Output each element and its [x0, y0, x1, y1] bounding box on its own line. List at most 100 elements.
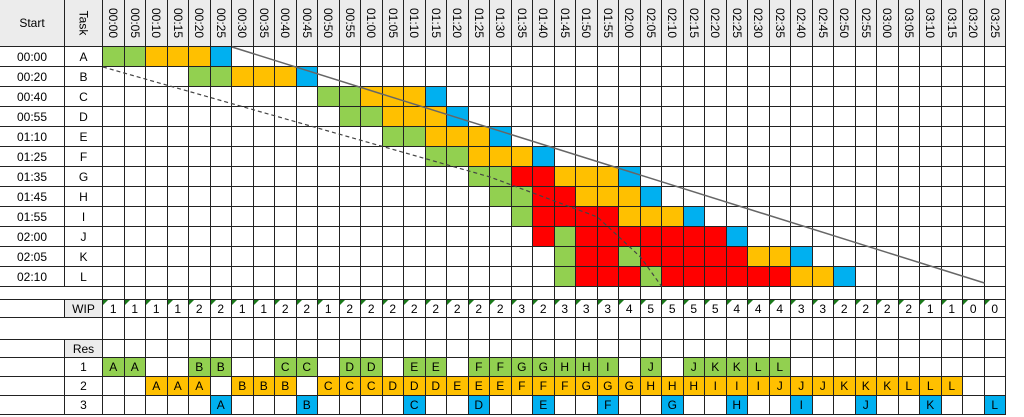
- schedule-cell[interactable]: [769, 47, 791, 67]
- schedule-cell[interactable]: [597, 167, 619, 187]
- schedule-cell[interactable]: [640, 67, 662, 87]
- schedule-cell[interactable]: [189, 167, 211, 187]
- schedule-cell[interactable]: [726, 67, 748, 87]
- blank-cell[interactable]: [167, 287, 189, 300]
- schedule-cell[interactable]: [683, 107, 705, 127]
- time-header[interactable]: 01:45: [554, 0, 576, 47]
- schedule-cell[interactable]: [124, 247, 146, 267]
- schedule-cell[interactable]: [554, 107, 576, 127]
- schedule-cell[interactable]: [253, 227, 275, 247]
- schedule-cell[interactable]: [253, 107, 275, 127]
- schedule-cell[interactable]: [318, 107, 340, 127]
- schedule-cell[interactable]: [468, 267, 490, 287]
- schedule-cell[interactable]: [339, 127, 361, 147]
- schedule-cell[interactable]: [189, 247, 211, 267]
- schedule-cell[interactable]: [662, 247, 684, 267]
- schedule-cell[interactable]: [941, 167, 963, 187]
- schedule-cell[interactable]: [167, 267, 189, 287]
- schedule-cell[interactable]: [769, 227, 791, 247]
- schedule-cell[interactable]: [597, 267, 619, 287]
- schedule-cell[interactable]: [705, 47, 727, 67]
- blank-cell[interactable]: [920, 287, 942, 300]
- schedule-cell[interactable]: [124, 227, 146, 247]
- schedule-cell[interactable]: [318, 267, 340, 287]
- schedule-cell[interactable]: [984, 167, 1006, 187]
- schedule-cell[interactable]: [103, 167, 125, 187]
- schedule-cell[interactable]: [726, 107, 748, 127]
- schedule-cell[interactable]: [554, 167, 576, 187]
- schedule-cell[interactable]: [404, 187, 426, 207]
- schedule-cell[interactable]: [490, 47, 512, 67]
- schedule-cell[interactable]: [275, 67, 297, 87]
- schedule-cell[interactable]: [124, 267, 146, 287]
- schedule-cell[interactable]: [941, 147, 963, 167]
- schedule-cell[interactable]: [167, 47, 189, 67]
- time-header[interactable]: 03:25: [984, 0, 1006, 47]
- schedule-cell[interactable]: [275, 167, 297, 187]
- schedule-cell[interactable]: [705, 87, 727, 107]
- schedule-cell[interactable]: [533, 87, 555, 107]
- schedule-cell[interactable]: [855, 107, 877, 127]
- schedule-cell[interactable]: [683, 167, 705, 187]
- schedule-cell[interactable]: [769, 147, 791, 167]
- schedule-cell[interactable]: [425, 267, 447, 287]
- schedule-cell[interactable]: [296, 187, 318, 207]
- schedule-cell[interactable]: [769, 127, 791, 147]
- schedule-cell[interactable]: [748, 127, 770, 147]
- schedule-cell[interactable]: [318, 227, 340, 247]
- schedule-cell[interactable]: [640, 267, 662, 287]
- schedule-cell[interactable]: [855, 187, 877, 207]
- schedule-cell[interactable]: [447, 227, 469, 247]
- schedule-cell[interactable]: [318, 247, 340, 267]
- schedule-cell[interactable]: [769, 167, 791, 187]
- schedule-cell[interactable]: [124, 147, 146, 167]
- schedule-cell[interactable]: [146, 87, 168, 107]
- schedule-cell[interactable]: [232, 247, 254, 267]
- schedule-cell[interactable]: [275, 207, 297, 227]
- schedule-cell[interactable]: [640, 47, 662, 67]
- schedule-cell[interactable]: [468, 47, 490, 67]
- schedule-cell[interactable]: [898, 187, 920, 207]
- schedule-cell[interactable]: [597, 127, 619, 147]
- schedule-cell[interactable]: [167, 247, 189, 267]
- schedule-cell[interactable]: [318, 167, 340, 187]
- schedule-cell[interactable]: [490, 247, 512, 267]
- schedule-cell[interactable]: [339, 267, 361, 287]
- schedule-cell[interactable]: [920, 47, 942, 67]
- wip-cell[interactable]: 1: [103, 300, 125, 318]
- schedule-cell[interactable]: [189, 107, 211, 127]
- schedule-cell[interactable]: [726, 187, 748, 207]
- schedule-cell[interactable]: [984, 207, 1006, 227]
- schedule-cell[interactable]: [683, 247, 705, 267]
- time-header[interactable]: 00:55: [339, 0, 361, 47]
- schedule-cell[interactable]: [210, 147, 232, 167]
- schedule-cell[interactable]: [834, 47, 856, 67]
- schedule-cell[interactable]: [963, 107, 985, 127]
- schedule-cell[interactable]: [296, 87, 318, 107]
- schedule-cell[interactable]: [447, 87, 469, 107]
- schedule-cell[interactable]: [662, 47, 684, 67]
- schedule-cell[interactable]: [210, 47, 232, 67]
- schedule-cell[interactable]: [382, 147, 404, 167]
- schedule-cell[interactable]: [210, 167, 232, 187]
- schedule-cell[interactable]: [490, 167, 512, 187]
- schedule-cell[interactable]: [920, 267, 942, 287]
- schedule-cell[interactable]: [640, 167, 662, 187]
- schedule-cell[interactable]: [490, 107, 512, 127]
- schedule-cell[interactable]: [984, 87, 1006, 107]
- schedule-cell[interactable]: [812, 67, 834, 87]
- time-header[interactable]: 00:35: [253, 0, 275, 47]
- schedule-cell[interactable]: [576, 127, 598, 147]
- schedule-cell[interactable]: [791, 147, 813, 167]
- start-cell[interactable]: 00:00: [0, 47, 65, 67]
- task-cell[interactable]: L: [65, 267, 103, 287]
- schedule-cell[interactable]: [210, 247, 232, 267]
- time-header[interactable]: 03:15: [941, 0, 963, 47]
- schedule-cell[interactable]: [705, 147, 727, 167]
- schedule-cell[interactable]: [490, 207, 512, 227]
- task-cell[interactable]: H: [65, 187, 103, 207]
- schedule-cell[interactable]: [103, 207, 125, 227]
- schedule-cell[interactable]: [791, 267, 813, 287]
- time-header[interactable]: 01:15: [425, 0, 447, 47]
- schedule-cell[interactable]: [554, 267, 576, 287]
